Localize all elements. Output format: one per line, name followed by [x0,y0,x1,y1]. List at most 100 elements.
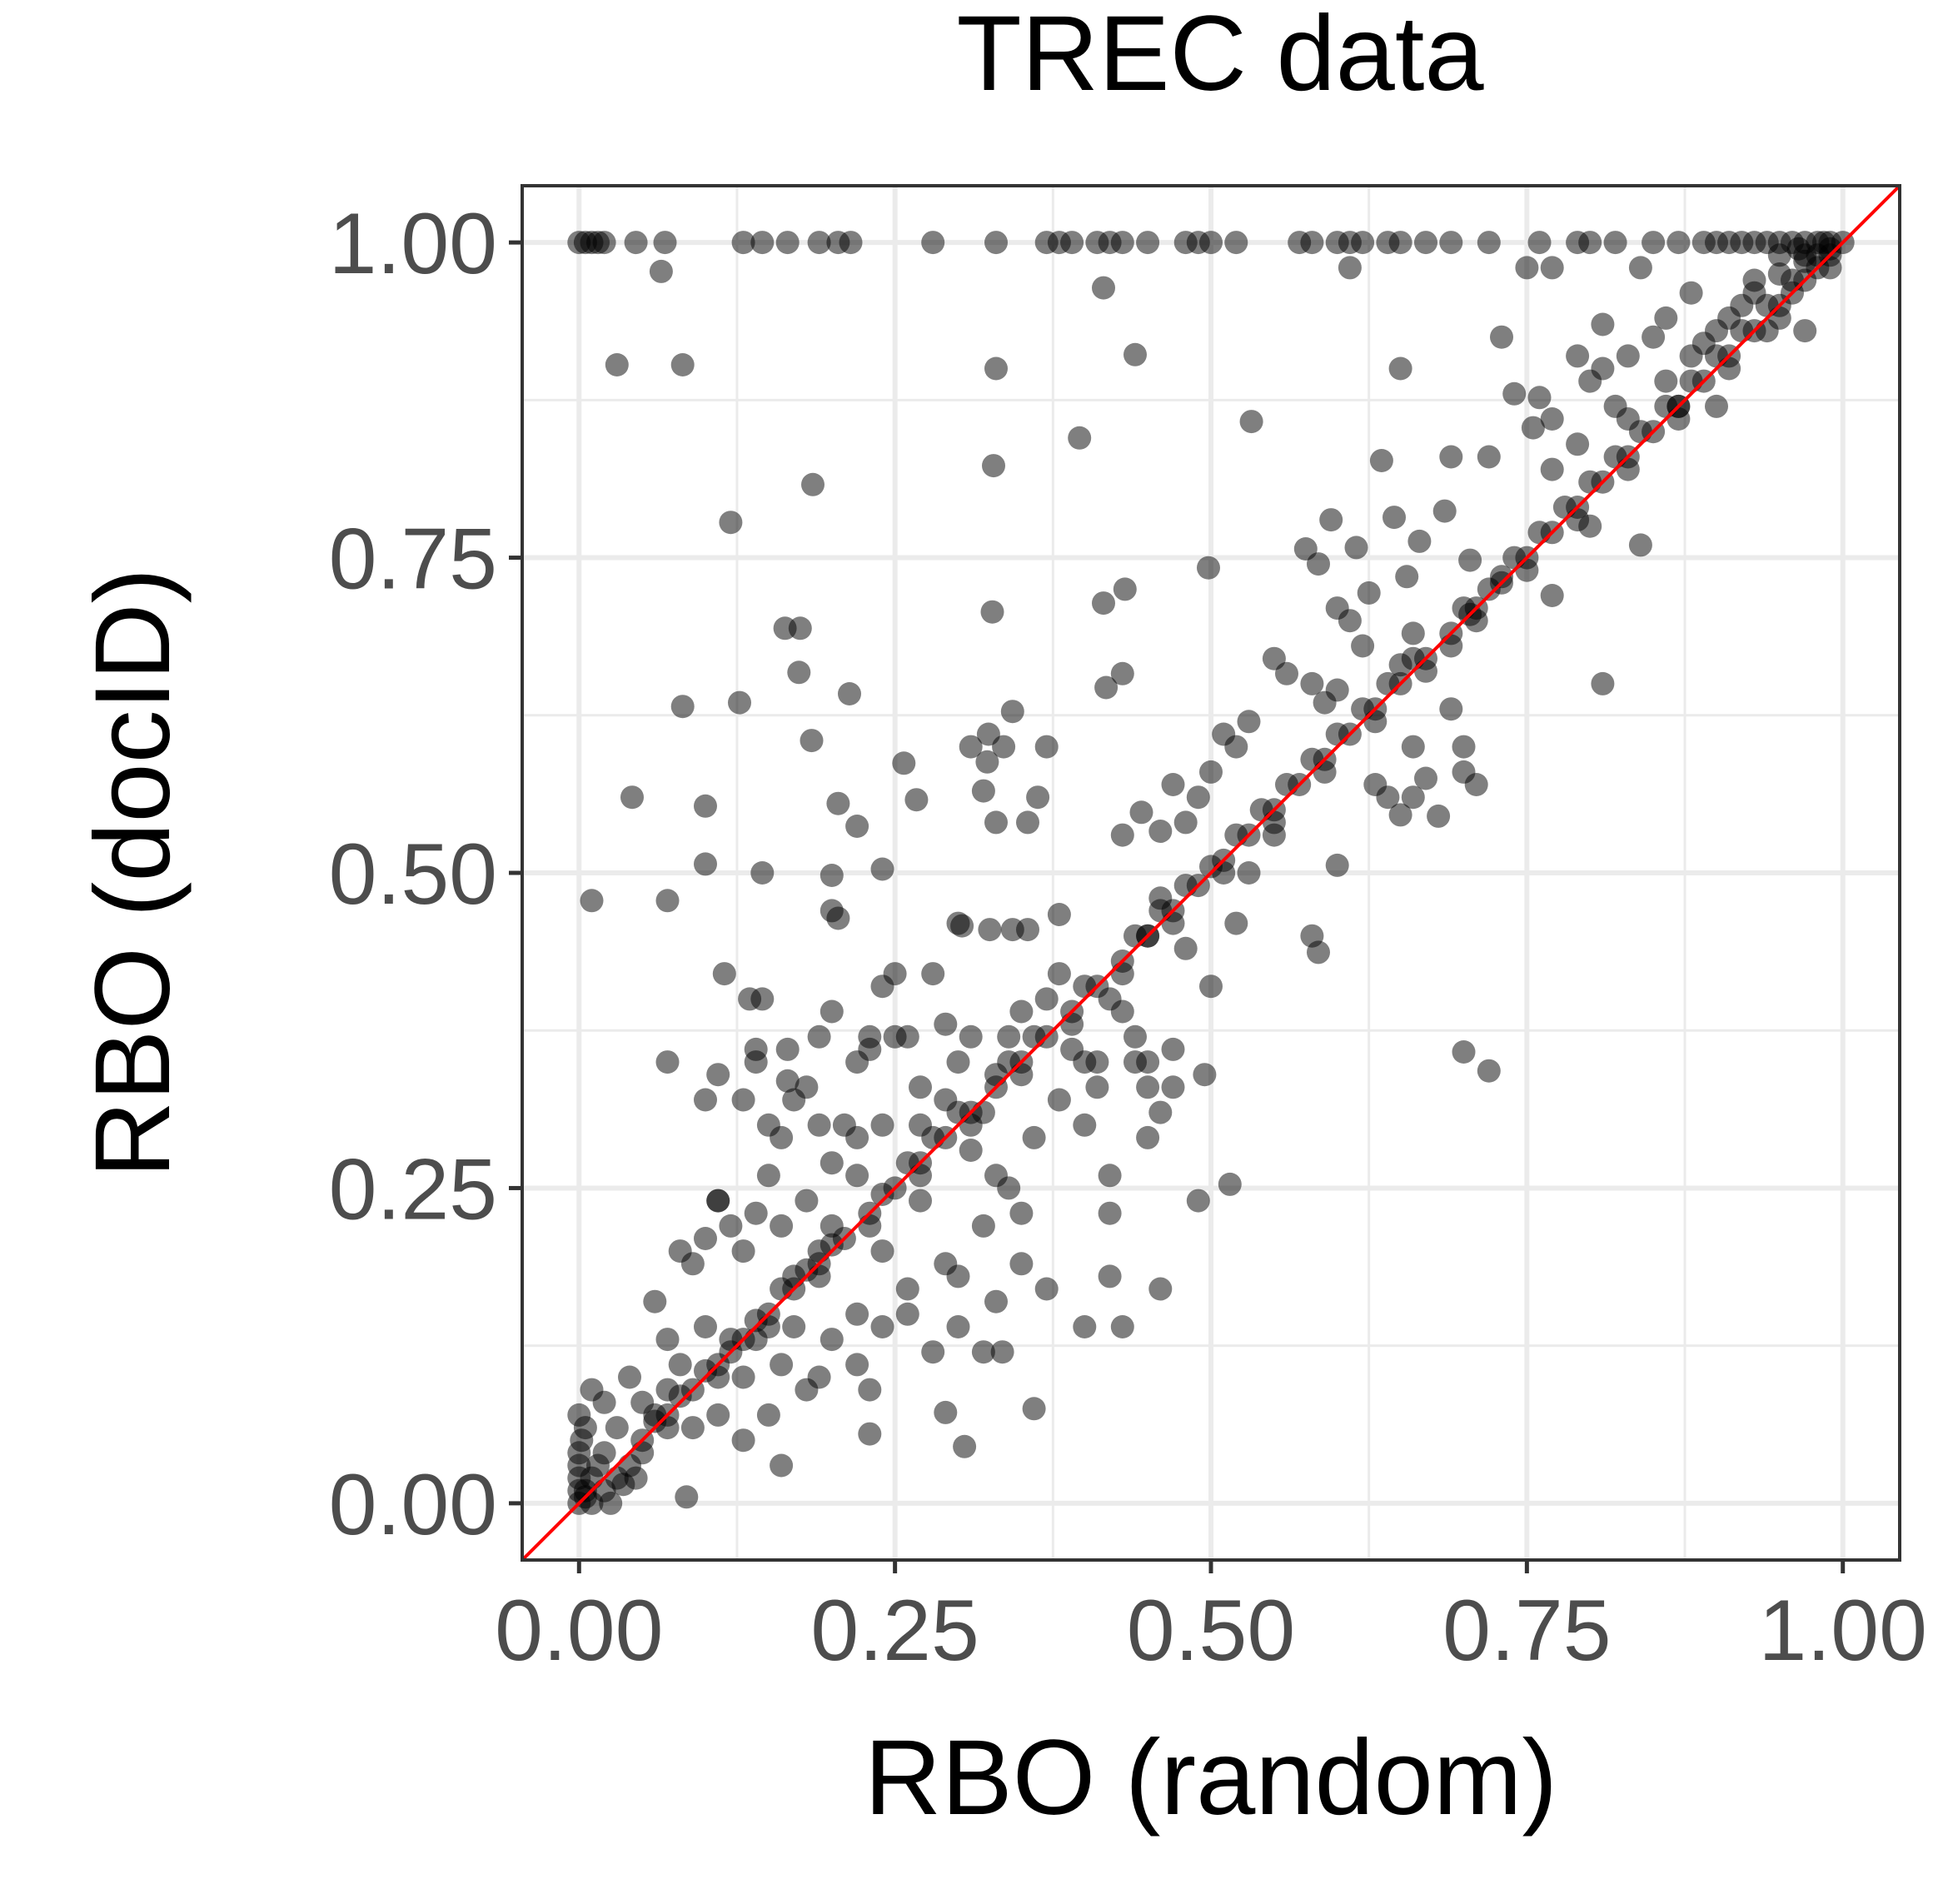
data-point [1148,1100,1173,1124]
data-point [694,1315,717,1338]
data-point [1691,331,1716,356]
data-point [997,1024,1021,1049]
data-point [845,1164,869,1188]
data-point [1110,962,1134,986]
data-point [782,1315,806,1338]
data-point [1591,356,1615,381]
data-point [1212,722,1236,746]
data-point [1566,432,1590,456]
data-point [1009,1252,1034,1276]
data-point [1566,508,1590,532]
data-point [959,1024,983,1049]
data-point [1566,344,1590,368]
data-point [1717,306,1741,330]
data-point [1407,529,1432,553]
data-point [1502,381,1527,406]
data-point [712,962,736,986]
data-point [592,1441,616,1465]
data-point [984,356,1008,381]
data-point [1110,231,1134,255]
data-point [946,1315,970,1338]
data-point [1092,276,1115,300]
data-point [845,815,869,838]
data-point [624,1466,648,1490]
data-point [997,1176,1021,1200]
data-point [1262,823,1286,847]
data-point [1199,231,1223,255]
data-point [1098,1201,1122,1225]
data-point [1068,426,1092,450]
data-point [1199,760,1223,784]
data-point [1123,1050,1147,1074]
data-point [820,864,844,887]
data-point [858,1378,882,1402]
data-point [653,231,677,255]
data-point [959,735,983,759]
data-point [1218,1172,1242,1196]
data-point [1515,256,1539,280]
data-point [1705,394,1728,418]
data-point [1527,521,1552,545]
data-point [1767,306,1791,330]
data-point [984,231,1008,255]
data-point [1136,231,1160,255]
data-point [1110,823,1134,847]
data-point [826,791,850,815]
data-point [1060,231,1084,255]
data-point [1009,1201,1034,1225]
data-point [1515,558,1539,582]
data-point [1098,1264,1122,1288]
data-point [1527,231,1552,255]
data-point [909,1189,932,1213]
data-point [1742,281,1766,305]
data-point [770,1214,794,1238]
data-point [1197,556,1220,580]
data-point [719,511,743,535]
data-point [858,1214,882,1238]
data-point [984,810,1008,835]
data-point [618,1365,641,1389]
data-point [807,231,831,255]
data-point [870,1183,894,1206]
data-point [1123,1024,1147,1049]
data-point [605,1416,629,1440]
data-point [731,1239,755,1264]
data-point [1591,312,1615,336]
data-point [1022,1125,1046,1149]
data-point [1490,565,1513,589]
data-point [1351,231,1375,255]
data-point [1161,1075,1185,1099]
data-point [649,259,673,283]
data-point [1026,785,1050,810]
data-point [1578,470,1602,494]
data-point [680,1416,705,1440]
data-point [1148,1277,1173,1301]
data-point [1439,697,1463,721]
data-point [1414,231,1437,255]
data-point [870,857,894,881]
data-point [770,1125,794,1149]
data-point [845,1353,869,1377]
data-point [1098,1164,1122,1188]
data-point [820,1151,844,1175]
data-point [1237,710,1261,734]
y-tick-label: 0.75 [329,511,497,608]
data-point [895,1302,919,1326]
data-point [570,1428,594,1453]
data-point [1490,325,1513,349]
data-point [694,852,717,876]
data-point [953,1434,977,1458]
data-point [909,1075,932,1099]
data-point [1616,344,1640,368]
data-point [694,1088,717,1112]
data-point [1224,231,1248,255]
data-point [1186,1189,1210,1213]
data-point [1047,962,1071,986]
data-point [1047,1088,1071,1112]
data-point [1439,445,1463,469]
data-point [655,889,680,913]
data-point [1325,722,1349,746]
x-axis-ticks: 0.00 0.25 0.50 0.75 1.00 [495,1560,1927,1679]
data-point [744,1201,768,1225]
data-point [694,1227,717,1250]
